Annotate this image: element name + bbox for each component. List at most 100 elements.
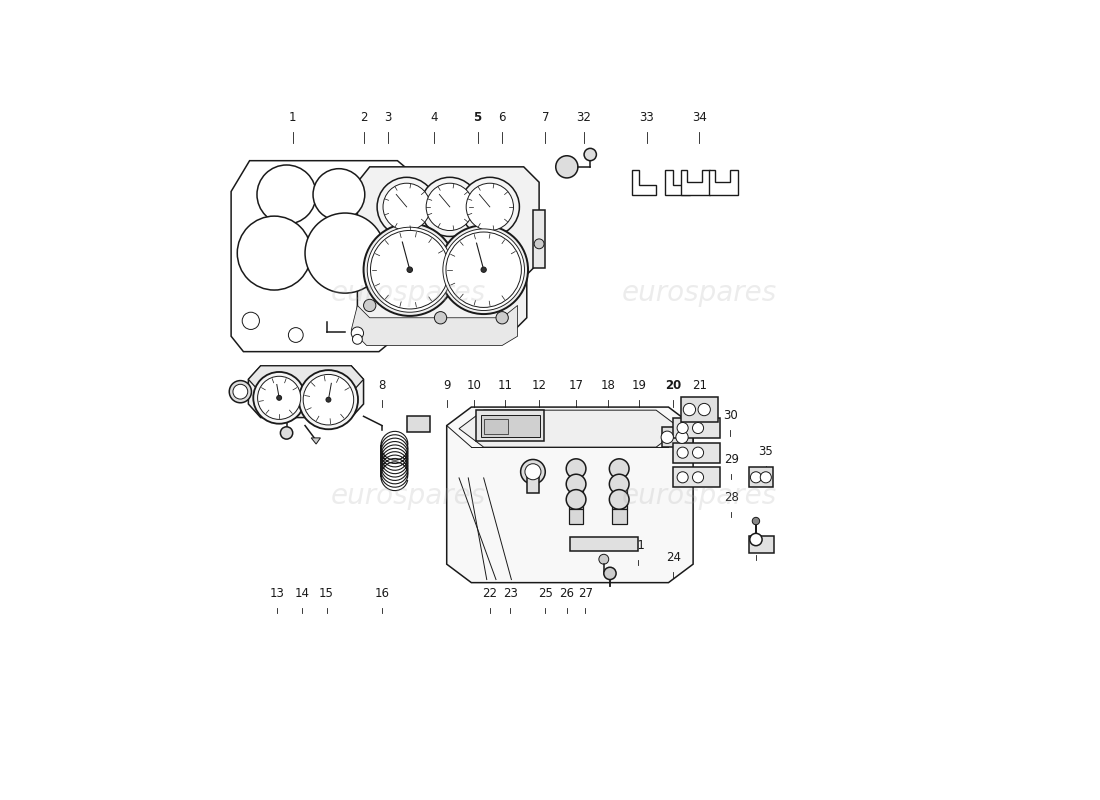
Circle shape xyxy=(351,327,363,339)
Bar xyxy=(612,478,627,494)
Circle shape xyxy=(299,370,358,430)
Polygon shape xyxy=(351,306,517,346)
Circle shape xyxy=(525,464,541,480)
Circle shape xyxy=(566,459,586,478)
Text: 20: 20 xyxy=(666,378,682,392)
Circle shape xyxy=(314,169,365,221)
Text: eurospares: eurospares xyxy=(621,482,777,510)
Circle shape xyxy=(367,227,452,312)
Text: 5: 5 xyxy=(473,110,482,124)
Bar xyxy=(748,467,773,487)
Circle shape xyxy=(446,232,521,307)
Circle shape xyxy=(466,183,514,230)
Circle shape xyxy=(439,226,528,314)
Text: 13: 13 xyxy=(270,587,285,600)
Polygon shape xyxy=(447,407,693,582)
Text: 29: 29 xyxy=(724,453,739,466)
Circle shape xyxy=(683,403,695,416)
Text: 27: 27 xyxy=(578,587,593,600)
Circle shape xyxy=(609,490,629,510)
Circle shape xyxy=(242,312,260,330)
Polygon shape xyxy=(681,170,711,194)
Bar xyxy=(673,443,719,462)
Text: 9: 9 xyxy=(443,378,451,392)
Circle shape xyxy=(584,148,596,161)
Circle shape xyxy=(257,376,300,419)
Circle shape xyxy=(371,230,449,309)
Circle shape xyxy=(253,372,305,424)
Text: eurospares: eurospares xyxy=(621,279,777,307)
Circle shape xyxy=(460,178,519,237)
Circle shape xyxy=(566,474,586,494)
Circle shape xyxy=(750,472,761,483)
Circle shape xyxy=(678,447,689,458)
Bar xyxy=(407,416,430,432)
Bar xyxy=(612,509,627,524)
Circle shape xyxy=(604,567,616,579)
Bar xyxy=(569,509,583,524)
Circle shape xyxy=(556,156,578,178)
Circle shape xyxy=(277,395,282,400)
Text: 32: 32 xyxy=(576,110,592,124)
Polygon shape xyxy=(631,170,656,194)
Text: 2: 2 xyxy=(360,110,367,124)
Bar xyxy=(673,467,719,487)
Text: 28: 28 xyxy=(724,490,739,504)
Polygon shape xyxy=(311,438,320,444)
Circle shape xyxy=(750,534,762,546)
Text: 19: 19 xyxy=(631,378,647,392)
Circle shape xyxy=(609,459,629,478)
Circle shape xyxy=(535,239,544,249)
Text: 36: 36 xyxy=(334,378,350,392)
Circle shape xyxy=(377,178,437,237)
Circle shape xyxy=(598,554,608,564)
Circle shape xyxy=(420,178,480,237)
Text: 33: 33 xyxy=(639,110,654,124)
Polygon shape xyxy=(249,366,363,418)
Text: eurospares: eurospares xyxy=(330,279,485,307)
Text: 18: 18 xyxy=(601,378,616,392)
Circle shape xyxy=(496,311,508,324)
Circle shape xyxy=(434,311,447,324)
Text: 35: 35 xyxy=(758,446,773,458)
Circle shape xyxy=(229,381,252,402)
Circle shape xyxy=(363,299,376,312)
Circle shape xyxy=(326,398,331,402)
Circle shape xyxy=(698,403,711,416)
Text: 3: 3 xyxy=(385,110,392,124)
Text: 1: 1 xyxy=(289,110,297,124)
Circle shape xyxy=(257,165,316,224)
Circle shape xyxy=(760,472,771,483)
Text: 6: 6 xyxy=(498,110,506,124)
Circle shape xyxy=(363,223,455,316)
Circle shape xyxy=(443,229,525,310)
Circle shape xyxy=(752,518,760,525)
Bar xyxy=(612,494,627,509)
Bar xyxy=(748,536,774,553)
Circle shape xyxy=(288,328,304,342)
Polygon shape xyxy=(231,161,416,352)
Circle shape xyxy=(280,426,293,439)
Bar xyxy=(484,419,508,434)
Circle shape xyxy=(675,431,689,443)
Bar xyxy=(481,415,540,437)
Polygon shape xyxy=(459,410,681,447)
Circle shape xyxy=(407,267,412,273)
Text: eurospares: eurospares xyxy=(330,482,485,510)
Bar xyxy=(569,478,583,494)
Text: 8: 8 xyxy=(378,378,386,392)
Bar xyxy=(662,427,693,447)
Polygon shape xyxy=(666,170,690,194)
Text: 16: 16 xyxy=(374,587,389,600)
Circle shape xyxy=(520,459,546,484)
Circle shape xyxy=(233,384,248,399)
Bar xyxy=(673,418,719,438)
Text: 30: 30 xyxy=(723,410,737,422)
Circle shape xyxy=(609,474,629,494)
Text: 11: 11 xyxy=(497,378,513,392)
Text: 7: 7 xyxy=(541,110,549,124)
Circle shape xyxy=(566,490,586,510)
Circle shape xyxy=(481,267,486,272)
Circle shape xyxy=(693,422,704,434)
Text: 26: 26 xyxy=(559,587,574,600)
